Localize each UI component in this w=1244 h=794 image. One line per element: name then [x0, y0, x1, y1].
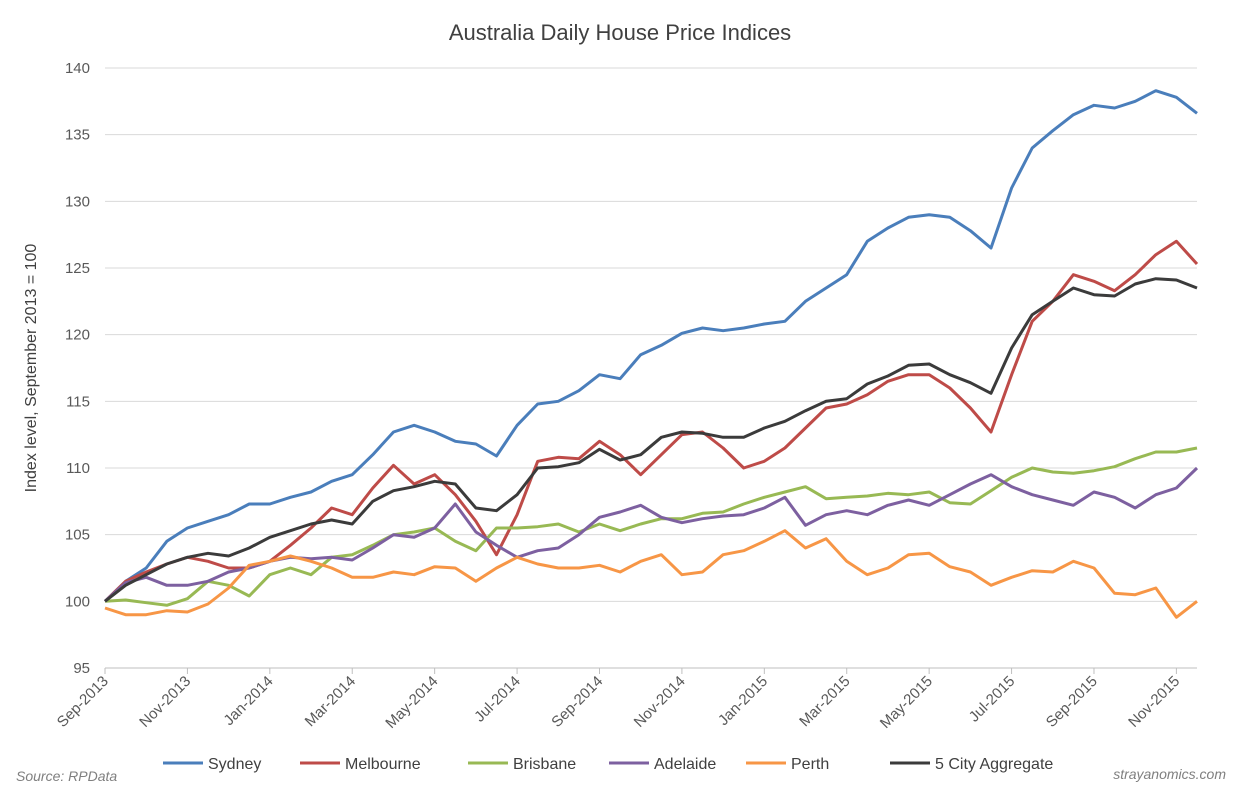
- y-tick-label: 100: [65, 593, 90, 610]
- x-tick-label: Nov-2013: [136, 673, 194, 731]
- legend-label: 5 City Aggregate: [935, 756, 1053, 773]
- chart-title: Australia Daily House Price Indices: [449, 20, 791, 45]
- x-tick-label: Jan-2014: [220, 673, 276, 729]
- x-tick-label: May-2014: [382, 673, 441, 732]
- series-line-perth: [104, 529, 1198, 619]
- legend-label: Adelaide: [654, 756, 716, 773]
- x-tick-label: Sep-2015: [1043, 673, 1101, 731]
- series-line-melbourne: [103, 239, 1199, 603]
- y-tick-label: 105: [65, 527, 90, 544]
- credit-note: strayanomics.com: [1113, 766, 1226, 782]
- x-tick-label: Sep-2013: [54, 673, 112, 731]
- series-line-sydney: [103, 89, 1198, 603]
- x-tick-label: Sep-2014: [548, 673, 606, 731]
- y-axis-label: Index level, September 2013 = 100: [23, 244, 40, 493]
- y-tick-label: 110: [66, 460, 90, 477]
- y-tick-label: 140: [65, 60, 90, 77]
- source-note: Source: RPData: [16, 768, 117, 784]
- y-tick-label: 120: [65, 327, 90, 344]
- y-tick-label: 125: [65, 260, 90, 277]
- series-line-5-city-aggregate: [104, 277, 1198, 603]
- legend-label: Melbourne: [345, 756, 421, 773]
- legend-label: Sydney: [208, 756, 261, 773]
- x-tick-label: Jan-2015: [715, 673, 771, 729]
- legend-label: Brisbane: [513, 756, 576, 773]
- series-line-brisbane: [104, 446, 1198, 607]
- x-tick-label: Jul-2015: [966, 673, 1019, 726]
- y-tick-label: 95: [73, 660, 90, 677]
- legend-label: Perth: [791, 756, 829, 773]
- y-tick-label: 115: [66, 393, 90, 410]
- x-tick-label: May-2015: [877, 673, 936, 732]
- x-tick-label: Nov-2015: [1125, 673, 1183, 731]
- x-tick-label: Jul-2014: [471, 673, 524, 726]
- x-tick-label: Nov-2014: [631, 673, 689, 731]
- x-tick-label: Mar-2014: [302, 673, 359, 730]
- x-tick-label: Mar-2015: [796, 673, 853, 730]
- y-tick-label: 130: [65, 193, 90, 210]
- y-tick-label: 135: [65, 127, 90, 144]
